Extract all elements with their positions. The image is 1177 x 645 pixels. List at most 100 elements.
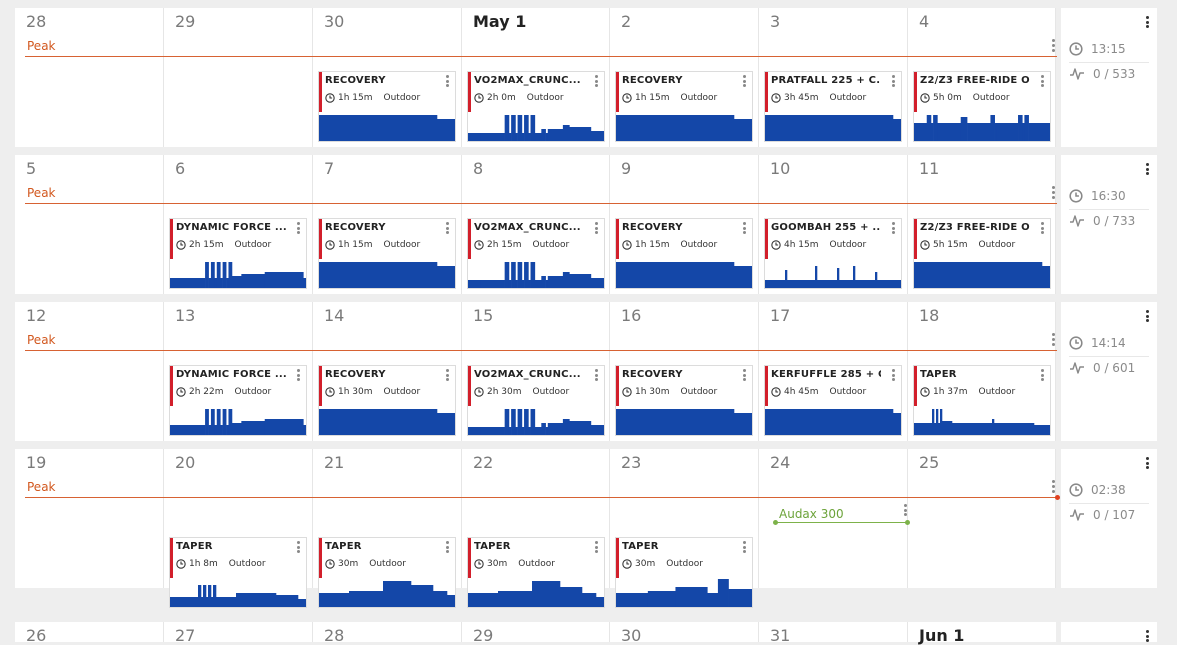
event-audax[interactable]: Audax 300 [773,503,910,525]
day-cell[interactable]: 15 [462,302,610,441]
workout-menu-button[interactable] [1040,369,1044,381]
workout-card[interactable]: RECOVERY 1h 15m Outdoor [318,71,456,142]
workout-menu-button[interactable] [296,222,300,234]
day-cell[interactable]: 30 [610,622,759,645]
workout-menu-button[interactable] [296,541,300,553]
workout-menu-button[interactable] [594,75,598,87]
workout-card[interactable]: VO2MAX_CRUNC... 2h 30m Outdoor [467,365,605,436]
phase-label[interactable]: Peak [27,186,56,200]
day-cell[interactable]: 17 [759,302,908,441]
workout-card[interactable]: RECOVERY 1h 15m Outdoor [615,71,753,142]
day-cell[interactable]: 25 [908,449,1056,588]
workout-menu-button[interactable] [1040,222,1044,234]
workout-menu-button[interactable] [445,541,449,553]
day-cell[interactable]: 27 [164,622,313,645]
phase-label[interactable]: Peak [27,333,56,347]
workout-menu-button[interactable] [594,369,598,381]
workout-meta: 1h 8m Outdoor [176,559,266,569]
workout-card[interactable]: DYNAMIC FORCE ... 2h 15m Outdoor [169,218,307,289]
day-cell[interactable]: 6 [164,155,313,294]
day-cell[interactable]: 11 [908,155,1056,294]
workout-card[interactable]: VO2MAX_CRUNC... 2h 0m Outdoor [467,71,605,142]
day-cell[interactable]: 24 [759,449,908,588]
day-cell[interactable]: 30 [313,8,462,147]
workout-card[interactable]: RECOVERY 1h 15m Outdoor [615,218,753,289]
day-cell[interactable]: 2 [610,8,759,147]
phase-label[interactable]: Peak [27,39,56,53]
day-cell[interactable]: 14 [313,302,462,441]
workout-card[interactable]: TAPER 1h 8m Outdoor [169,537,307,608]
workout-menu-button[interactable] [594,541,598,553]
workout-meta: 1h 37m Outdoor [920,387,1015,397]
phase-menu-button[interactable] [1051,333,1057,347]
day-cell[interactable]: 5 [15,155,164,294]
workout-menu-button[interactable] [445,222,449,234]
workout-card[interactable]: RECOVERY 1h 30m Outdoor [615,365,753,436]
workout-menu-button[interactable] [891,75,895,87]
day-cell[interactable]: 20 [164,449,313,588]
workout-card[interactable]: Z2/Z3 FREE-RIDE O... 5h 15m Outdoor [913,218,1051,289]
profile-step [992,419,995,435]
dot [1052,39,1055,42]
phase-menu-button[interactable] [1051,186,1057,200]
day-cell[interactable]: 4 [908,8,1056,147]
workout-menu-button[interactable] [445,369,449,381]
day-cell[interactable]: 18 [908,302,1056,441]
workout-card[interactable]: Z2/Z3 FREE-RIDE O... 5h 0m Outdoor [913,71,1051,142]
day-cell[interactable]: 28 [15,8,164,147]
workout-card[interactable]: RECOVERY 1h 30m Outdoor [318,365,456,436]
week-summary: 02:38 0 / 107 [1061,449,1157,588]
workout-menu-button[interactable] [742,541,746,553]
workout-title: RECOVERY [325,369,386,380]
workout-card[interactable]: TAPER 30m Outdoor [318,537,456,608]
day-cell[interactable]: 29 [164,8,313,147]
workout-menu-button[interactable] [742,222,746,234]
workout-menu-button[interactable] [445,75,449,87]
phase-label[interactable]: Peak [27,480,56,494]
workout-menu-button[interactable] [891,222,895,234]
day-cell[interactable]: 29 [462,622,610,645]
workout-card[interactable]: DYNAMIC FORCE ... 2h 22m Outdoor [169,365,307,436]
workout-card[interactable]: VO2MAX_CRUNC... 2h 15m Outdoor [467,218,605,289]
phase-menu-button[interactable] [1051,39,1057,53]
workout-card[interactable]: PRATFALL 225 + C... 3h 45m Outdoor [764,71,902,142]
dot [1041,231,1044,234]
day-cell[interactable]: 19 [15,449,164,588]
day-cell[interactable]: 10 [759,155,908,294]
phase-menu-button[interactable] [1051,480,1057,494]
day-cell[interactable]: 7 [313,155,462,294]
clock-icon [920,387,930,397]
day-cell[interactable]: 16 [610,302,759,441]
day-cell[interactable]: 9 [610,155,759,294]
day-cell[interactable]: 8 [462,155,610,294]
workout-card[interactable]: TAPER 30m Outdoor [467,537,605,608]
profile-step [728,589,752,607]
day-cell[interactable]: 28 [313,622,462,645]
workout-card[interactable]: RECOVERY 1h 15m Outdoor [318,218,456,289]
day-cell[interactable]: 26 [15,622,164,645]
workout-menu-button[interactable] [891,369,895,381]
day-cell[interactable]: 31 [759,622,908,645]
day-cell[interactable]: 13 [164,302,313,441]
day-cell[interactable]: May 1 [462,8,610,147]
workout-card[interactable]: GOOMBAH 255 + ... 4h 15m Outdoor [764,218,902,289]
day-cell[interactable]: 3 [759,8,908,147]
day-cell[interactable]: 22 [462,449,610,588]
week-menu-button[interactable] [1145,310,1149,322]
day-cell[interactable]: 21 [313,449,462,588]
workout-menu-button[interactable] [296,369,300,381]
workout-menu-button[interactable] [742,75,746,87]
workout-menu-button[interactable] [742,369,746,381]
workout-card[interactable]: TAPER 1h 37m Outdoor [913,365,1051,436]
day-cell[interactable]: 23 [610,449,759,588]
week-menu-button[interactable] [1145,16,1149,28]
day-cell[interactable]: 12 [15,302,164,441]
week-menu-button[interactable] [1145,163,1149,175]
workout-menu-button[interactable] [1040,75,1044,87]
workout-card[interactable]: TAPER 30m Outdoor [615,537,753,608]
workout-menu-button[interactable] [594,222,598,234]
week-menu-button[interactable] [1145,457,1149,469]
day-cell[interactable]: Jun 1 [908,622,1056,645]
event-menu-button[interactable] [903,504,907,516]
workout-card[interactable]: KERFUFFLE 285 + C... 4h 45m Outdoor [764,365,902,436]
